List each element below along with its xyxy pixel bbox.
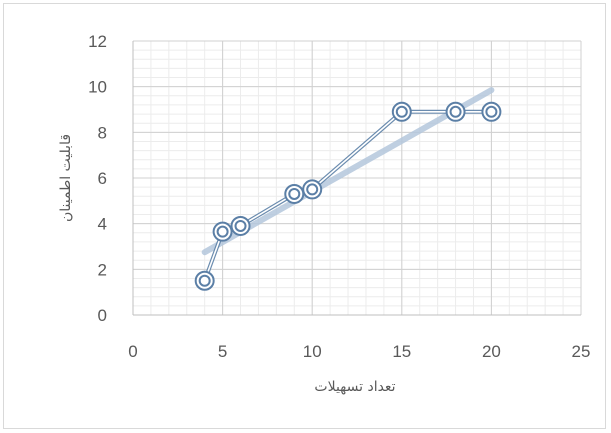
chart-area xyxy=(3,3,606,429)
data-point xyxy=(391,101,412,122)
y-tick-label: 6 xyxy=(98,169,107,188)
data-point-inner-ring xyxy=(395,105,408,118)
x-tick-label: 5 xyxy=(218,342,227,361)
y-tick-label: 12 xyxy=(88,32,107,51)
y-tick-label: 0 xyxy=(98,306,107,325)
trendline xyxy=(201,87,495,256)
data-point xyxy=(212,221,233,242)
data-point xyxy=(445,101,466,122)
x-axis-title: تعداد تسهیلات xyxy=(314,379,395,395)
x-tick-label: 25 xyxy=(572,342,591,361)
data-point xyxy=(284,183,305,204)
x-tick-label: 10 xyxy=(303,342,322,361)
data-point xyxy=(481,101,502,122)
series-group xyxy=(194,101,502,291)
data-point-inner-ring xyxy=(485,105,498,118)
x-tick-label: 20 xyxy=(482,342,501,361)
tick-labels: 0 5 10 15 20 25 0 2 4 6 8 10 12 xyxy=(88,32,590,361)
x-tick-label: 0 xyxy=(128,342,137,361)
y-tick-label: 2 xyxy=(98,260,107,279)
data-point-inner-ring xyxy=(306,183,319,196)
data-point xyxy=(230,215,251,236)
data-point-inner-ring xyxy=(288,187,301,200)
data-point-inner-ring xyxy=(198,274,211,287)
data-point xyxy=(194,270,215,291)
y-tick-label: 10 xyxy=(88,78,107,97)
y-tick-label: 8 xyxy=(98,123,107,142)
x-tick-label: 15 xyxy=(392,342,411,361)
data-point-inner-ring xyxy=(216,225,229,238)
data-point xyxy=(302,179,323,200)
y-tick-label: 4 xyxy=(98,215,107,234)
data-point-inner-ring xyxy=(234,219,247,232)
trendline-group xyxy=(201,87,495,256)
axes xyxy=(132,41,581,316)
y-axis-title: قابلیت اطمینان xyxy=(58,134,74,222)
data-point-inner-ring xyxy=(449,105,462,118)
